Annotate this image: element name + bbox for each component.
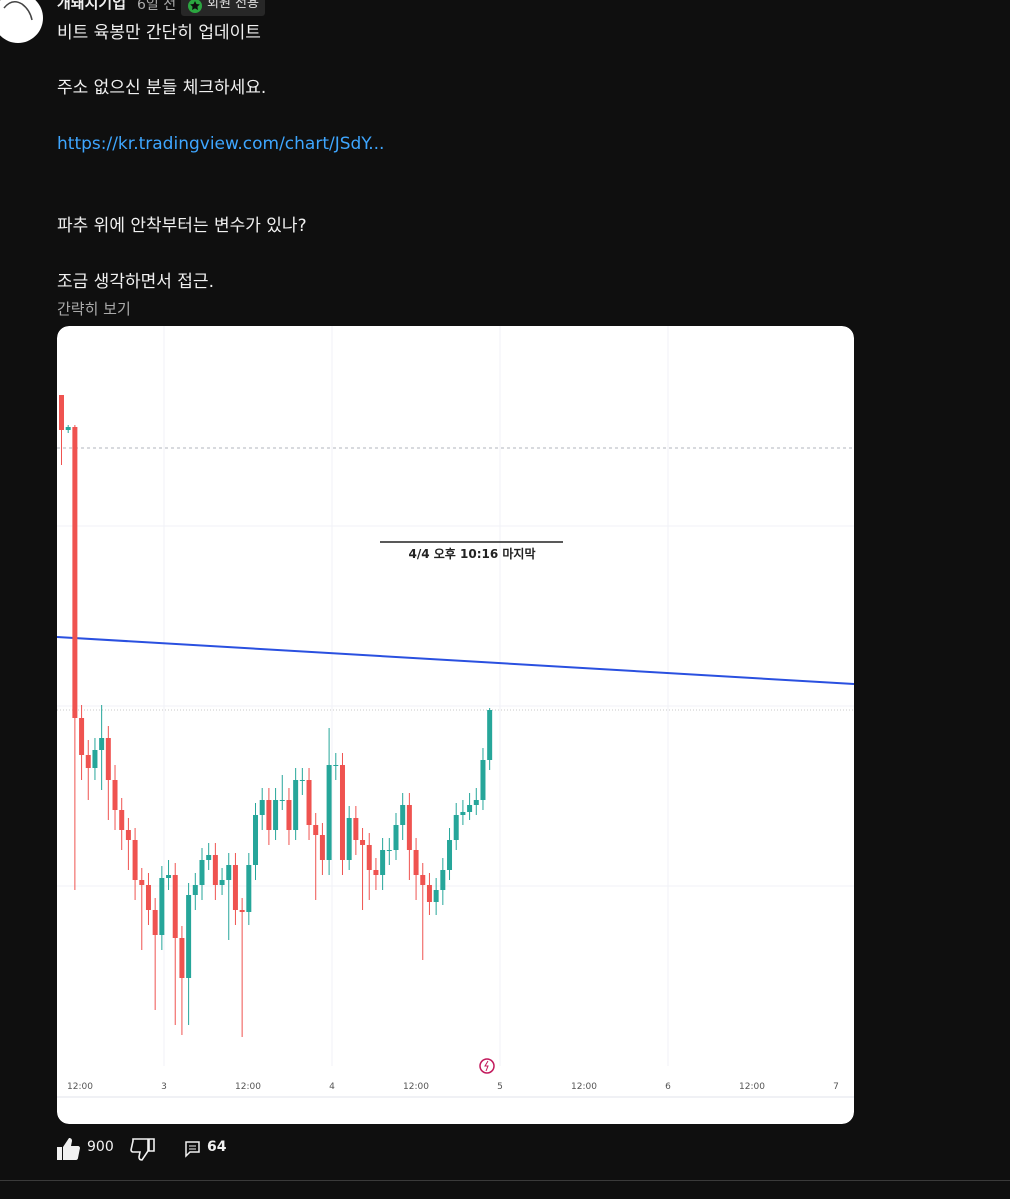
candle-body	[426, 885, 432, 902]
candle-body	[259, 800, 265, 815]
candle-body	[166, 875, 172, 878]
candle-body	[145, 885, 151, 910]
candle-body	[65, 427, 71, 430]
comment-count: 64	[207, 1139, 227, 1155]
candle-body	[433, 890, 439, 902]
chart-image: 4/4 오후 10:16 마지막 12:00 3 12:00 4 12:00 5 12:00…	[57, 326, 854, 1124]
candle-body	[253, 815, 259, 865]
candle-body	[313, 825, 319, 835]
candle-body	[105, 738, 111, 780]
candle-body	[273, 800, 279, 830]
candle-body	[212, 855, 218, 885]
candle-body	[99, 738, 105, 750]
x-tick-label: 12:00	[739, 1082, 765, 1092]
candle-body	[326, 765, 332, 860]
candle-body	[59, 395, 64, 430]
candle-body	[226, 865, 232, 880]
candle-body	[480, 760, 486, 800]
x-tick-label: 3	[161, 1082, 167, 1092]
candle-body	[266, 800, 272, 830]
x-tick-label: 12:00	[67, 1082, 93, 1092]
x-tick-label: 7	[833, 1082, 839, 1092]
candle-body	[199, 860, 205, 885]
post-line: 주소 없으신 분들 체크하세요.	[57, 78, 267, 98]
candle-body	[406, 805, 412, 850]
candle-body	[172, 875, 178, 938]
candle-body	[333, 765, 339, 766]
candle-body	[206, 855, 212, 860]
candle-body	[159, 878, 165, 935]
candle-body	[420, 875, 426, 885]
candle-body	[373, 870, 379, 875]
like-count: 900	[87, 1139, 114, 1155]
candle-body	[346, 818, 352, 860]
x-tick-label: 4	[329, 1082, 335, 1092]
candle-body	[339, 765, 345, 860]
annotation: 4/4 오후 10:16 마지막	[408, 546, 535, 561]
candle-body	[92, 750, 98, 768]
candle-body	[453, 815, 459, 840]
divider	[0, 1180, 1010, 1181]
candle-body	[353, 818, 359, 840]
candle-body	[393, 825, 399, 850]
candle-body	[386, 850, 392, 851]
candle-body	[79, 718, 85, 755]
post-line: 조금 생각하면서 접근.	[57, 272, 214, 292]
post-line: 비트 육봉만 간단히 업데이트	[57, 23, 261, 43]
candle-body	[400, 805, 406, 825]
x-tick-label: 12:00	[235, 1082, 261, 1092]
dislike-button[interactable]	[130, 1137, 156, 1163]
candle-body	[473, 800, 479, 805]
candle-body	[125, 830, 131, 840]
candle-body	[179, 938, 185, 978]
candle-body	[440, 870, 446, 890]
x-tick-label: 6	[665, 1082, 671, 1092]
badge-text: 회원 전용	[207, 0, 259, 11]
candle-body	[85, 755, 91, 768]
candle-body	[460, 812, 466, 815]
candle-body	[487, 710, 493, 760]
candle-body	[286, 800, 292, 830]
post-link[interactable]: https://kr.tradingview.com/chart/JSdY...	[57, 134, 385, 154]
candle-body	[246, 865, 252, 912]
badge: 회원 전용	[181, 0, 265, 16]
avatar[interactable]	[0, 0, 44, 44]
x-tick-label: 12:00	[571, 1082, 597, 1092]
candle-body	[279, 800, 285, 801]
x-tick-label: 5	[497, 1082, 503, 1092]
author[interactable]: 개돼지기업	[57, 0, 127, 12]
candle-body	[467, 805, 473, 812]
candle-body	[139, 880, 145, 885]
candle-body	[232, 865, 238, 910]
candle-body	[239, 910, 245, 912]
post-line: 파추 위에 안착부터는 변수가 있나?	[57, 216, 307, 236]
candle-body	[112, 780, 118, 810]
candle-body	[360, 840, 366, 845]
comment-icon[interactable]	[184, 1140, 202, 1158]
candle-body	[72, 427, 78, 718]
candle-body	[152, 910, 158, 935]
candle-body	[219, 880, 225, 885]
x-tick-label: 12:00	[403, 1082, 429, 1092]
show-less[interactable]: 간략히 보기	[57, 300, 131, 318]
candle-body	[380, 850, 386, 875]
candle-body	[447, 840, 453, 870]
candle-body	[186, 895, 192, 978]
like-button[interactable]	[55, 1136, 81, 1162]
candle-body	[319, 835, 325, 860]
candle-body	[306, 780, 312, 825]
candle-body	[119, 810, 125, 830]
candle-body	[299, 780, 305, 781]
candle-body	[413, 850, 419, 875]
candle-body	[192, 885, 198, 895]
candle-body	[293, 780, 299, 830]
time: 6일 전	[137, 0, 177, 13]
trendline	[57, 636, 854, 685]
candle-body	[366, 845, 372, 870]
candle-body	[132, 840, 138, 880]
